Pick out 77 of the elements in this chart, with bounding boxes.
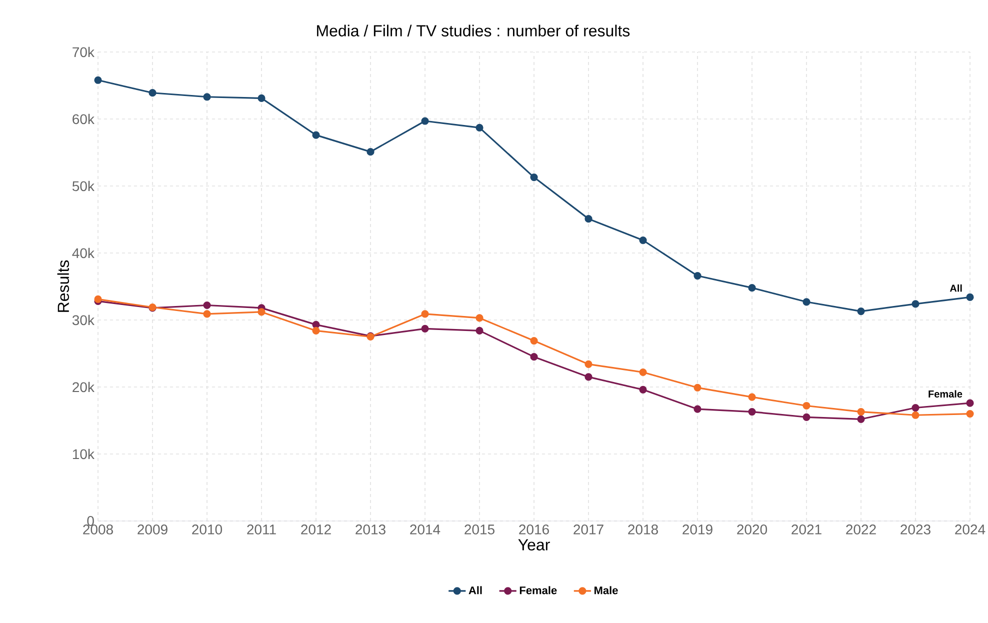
y-axis-title: Results [57, 260, 70, 312]
point [857, 307, 865, 316]
x-tick-label: 2010 [192, 524, 222, 534]
point [694, 272, 702, 280]
x-tick-label: 2023 [900, 524, 930, 534]
point [148, 89, 156, 97]
legend-label: Male [594, 586, 618, 594]
point [912, 404, 920, 412]
point [857, 415, 865, 423]
x-tick-label: 2022 [846, 524, 876, 534]
point [694, 384, 702, 392]
point [584, 373, 592, 381]
x-tick-label: 2021 [792, 524, 822, 534]
point [639, 386, 647, 394]
point [530, 173, 538, 182]
point [966, 399, 974, 407]
point [857, 408, 865, 416]
y-tick-label: 40k [72, 248, 94, 258]
x-tick-label: 2009 [138, 524, 168, 534]
point [203, 310, 211, 318]
point [584, 215, 592, 223]
x-tick-label: 2014 [410, 524, 440, 534]
point [639, 368, 647, 376]
x-tick-label: 2018 [628, 524, 658, 534]
annotation: All [950, 284, 962, 292]
legend-label: All [468, 586, 482, 594]
y-tick-label: 20k [72, 382, 94, 392]
point [203, 93, 211, 101]
x-tick-label: 2015 [464, 524, 494, 534]
point [802, 402, 810, 410]
legend-label: Female [520, 586, 557, 594]
point [476, 326, 484, 335]
point [584, 360, 592, 368]
x-axis-title: Year [518, 539, 550, 550]
x-tick-label: 2017 [574, 524, 604, 534]
point [421, 310, 429, 318]
point [312, 131, 320, 139]
x-tick-label: 2024 [955, 524, 986, 534]
point [94, 76, 102, 84]
point [912, 411, 920, 419]
y-tick-label: 30k [72, 314, 94, 326]
point [421, 117, 429, 125]
y-tick-label: 10k [72, 448, 94, 460]
y-tick-label: 50k [72, 180, 94, 192]
x-tick-label: 2012 [301, 524, 331, 534]
x-tick-label: 2008 [83, 524, 113, 534]
x-tick-label: 2013 [356, 524, 386, 534]
y-tick-label: 0 [87, 516, 94, 526]
point [258, 308, 266, 316]
point [476, 314, 484, 322]
annotation: Female [928, 390, 962, 398]
point [421, 324, 429, 332]
point [802, 298, 810, 306]
point [966, 410, 974, 418]
point [476, 124, 484, 132]
point [258, 94, 266, 102]
point [530, 353, 538, 361]
x-tick-label: 2016 [519, 524, 549, 534]
point [312, 326, 320, 335]
point [748, 284, 756, 292]
x-tick-label: 2011 [247, 524, 276, 534]
point [694, 405, 702, 413]
x-tick-label: 2020 [737, 524, 768, 534]
chart-title: Media / Film / TV studies : number of results [317, 24, 630, 36]
point [748, 393, 756, 401]
point [748, 408, 756, 416]
point [366, 148, 374, 156]
point [802, 413, 810, 421]
point [203, 301, 211, 310]
point [966, 293, 974, 302]
point [530, 336, 538, 345]
point [912, 300, 920, 308]
point [639, 236, 647, 244]
y-tick-label: 70k [72, 46, 94, 58]
y-tick-label: 60k [72, 114, 94, 124]
point [312, 320, 320, 328]
x-tick-label: 2019 [682, 524, 712, 534]
